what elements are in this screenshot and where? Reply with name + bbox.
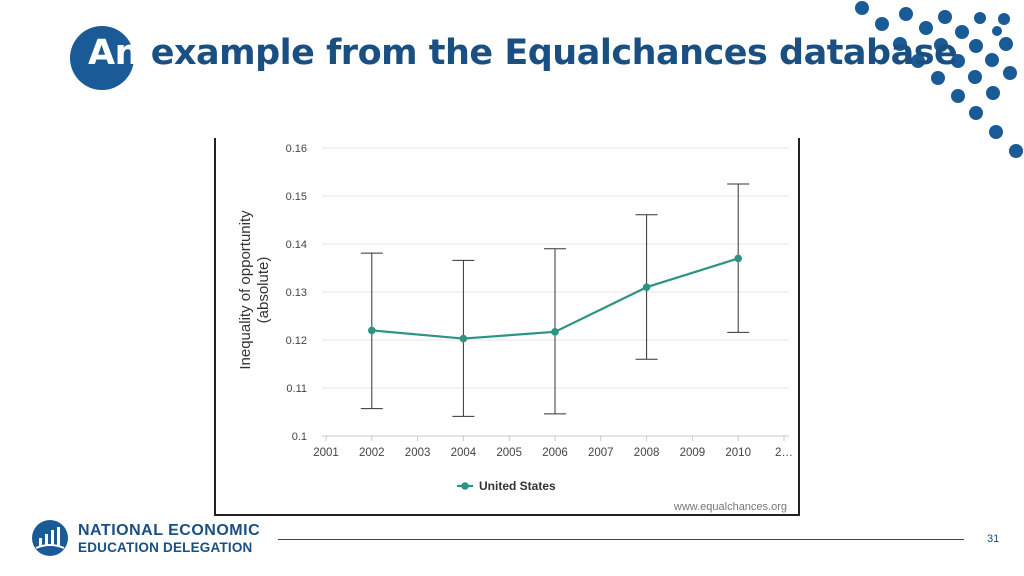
x-tick-label: 2007 [588, 447, 614, 459]
x-tick-label: 2008 [634, 447, 660, 459]
chart-frame: 0.1 0.11 0.12 0.13 0.14 0.15 0.16 2001 2002 2003 2… [214, 138, 800, 516]
organization-logo-icon [32, 520, 68, 556]
slide-title: An example from the Equalchances databas… [88, 30, 958, 76]
x-tick-label: 2009 [680, 447, 706, 459]
y-axis-label: Inequality of opportunity(absolute) [237, 210, 272, 370]
data-point [368, 326, 376, 335]
y-tick-label: 0.12 [286, 335, 307, 347]
chart-frame-bottom-border [214, 514, 800, 516]
x-tick-label: 2002 [359, 447, 385, 459]
title-accent-circle [70, 26, 134, 90]
x-tick-label: 2… [775, 447, 793, 459]
legend-marker [461, 482, 469, 490]
x-tick-label: 2003 [405, 447, 431, 459]
y-tick-label: 0.11 [286, 383, 307, 395]
x-tick-label: 2006 [542, 447, 568, 459]
x-tick-label: 2001 [313, 447, 339, 459]
legend-label: United States [479, 479, 556, 493]
y-axis-label-line2: (absolute) [255, 257, 272, 324]
x-tick-label: 2004 [451, 447, 477, 459]
page-number: 31 [987, 533, 1000, 545]
footer-divider [278, 539, 964, 540]
organization-name-line1: NATIONAL ECONOMIC [78, 522, 261, 539]
chart-watermark: www.equalchances.org [673, 501, 787, 513]
chart-frame-left-border [214, 138, 216, 516]
organization-name-line2: EDUCATION DELEGATION [78, 540, 253, 555]
slide-title-rest: example from the Equalchances database [139, 33, 958, 73]
slide-title-first-word: An [88, 33, 140, 73]
data-point [734, 254, 742, 263]
data-point [551, 328, 559, 336]
y-tick-label: 0.1 [292, 431, 307, 443]
chart: 0.1 0.11 0.12 0.13 0.14 0.15 0.16 2001 2002 2003 2… [237, 143, 793, 513]
y-tick-label: 0.15 [286, 191, 307, 203]
x-tick-label: 2005 [496, 447, 522, 459]
y-tick-label: 0.16 [286, 143, 307, 155]
y-axis-label-line1: Inequality of opportunity [237, 210, 254, 370]
data-point [459, 334, 468, 343]
x-tick-label: 2010 [725, 447, 751, 459]
data-point [642, 283, 651, 291]
y-tick-label: 0.14 [286, 239, 307, 251]
y-tick-label: 0.13 [286, 287, 307, 299]
chart-frame-right-border [798, 138, 800, 516]
